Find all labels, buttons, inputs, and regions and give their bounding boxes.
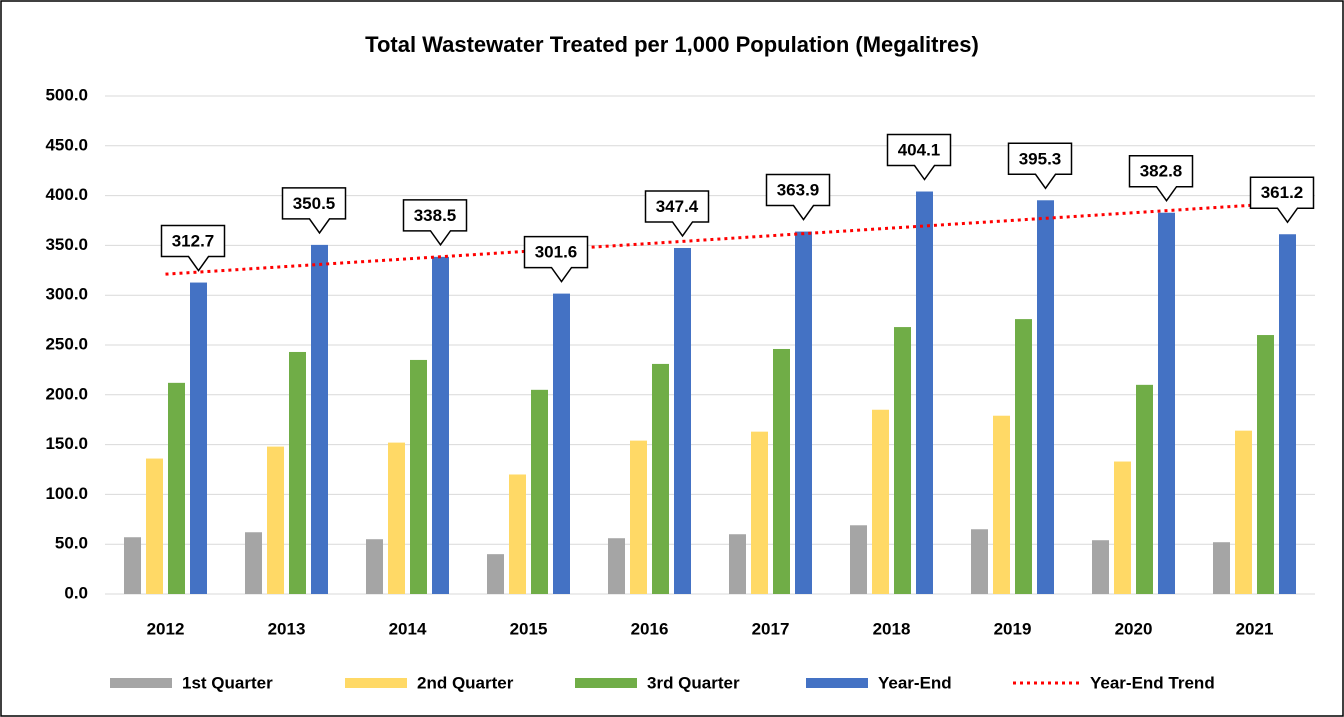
- bar: [311, 244, 328, 595]
- callout: [886, 133, 952, 181]
- bar: [487, 554, 504, 594]
- x-tick-label: 2019: [994, 619, 1032, 638]
- bar: [1037, 200, 1054, 595]
- bar: [1136, 384, 1153, 594]
- data-label: 312.7: [172, 232, 215, 251]
- bar: [608, 538, 625, 594]
- legend-swatch: [806, 678, 868, 688]
- x-tick-label: 2020: [1115, 619, 1153, 638]
- bar: [432, 256, 449, 594]
- y-tick-label: 350.0: [45, 235, 88, 254]
- x-tick-label: 2021: [1236, 619, 1274, 638]
- chart-title: Total Wastewater Treated per 1,000 Popul…: [365, 32, 979, 57]
- x-tick-label: 2015: [510, 619, 548, 638]
- bar: [993, 415, 1010, 594]
- x-tick-label: 2016: [631, 619, 669, 638]
- data-label: 382.8: [1140, 162, 1183, 181]
- x-tick-label: 2018: [873, 619, 911, 638]
- data-label: 395.3: [1019, 149, 1062, 168]
- bar: [850, 525, 867, 594]
- bar: [894, 327, 911, 594]
- data-label: 363.9: [777, 181, 820, 200]
- y-tick-label: 50.0: [55, 534, 88, 553]
- callout: [644, 190, 710, 238]
- legend-label: Year-End: [878, 673, 952, 692]
- bar: [1114, 461, 1131, 594]
- callout: [160, 224, 226, 272]
- bar: [773, 348, 790, 594]
- data-label: 350.5: [293, 194, 336, 213]
- bar: [916, 191, 933, 594]
- callout: [765, 173, 831, 221]
- bar: [388, 442, 405, 594]
- bar: [190, 282, 207, 594]
- callout: [1007, 142, 1073, 190]
- y-tick-label: 100.0: [45, 484, 88, 503]
- legend-label: 3rd Quarter: [647, 673, 740, 692]
- legend-swatch: [345, 678, 407, 688]
- y-tick-label: 500.0: [45, 85, 88, 104]
- callout: [1128, 154, 1194, 203]
- data-label: 347.4: [656, 197, 699, 216]
- bar: [410, 359, 427, 594]
- bar: [1213, 542, 1230, 594]
- data-label: 301.6: [535, 243, 578, 262]
- callout: [523, 235, 589, 283]
- bar: [124, 537, 141, 594]
- bar: [1279, 234, 1296, 594]
- bar: [1235, 430, 1252, 594]
- legend-label: 2nd Quarter: [417, 673, 514, 692]
- data-label: 338.5: [414, 206, 457, 225]
- callout: [281, 187, 347, 235]
- bar: [553, 293, 570, 594]
- bar: [366, 539, 383, 594]
- bar: [168, 382, 185, 594]
- legend-label: 1st Quarter: [182, 673, 273, 692]
- bar: [1015, 319, 1032, 594]
- x-tick-label: 2014: [389, 619, 427, 638]
- legend-swatch: [575, 678, 637, 688]
- bar: [531, 389, 548, 594]
- bar: [1257, 335, 1274, 594]
- x-tick-label: 2012: [147, 619, 185, 638]
- bar: [146, 458, 163, 594]
- bar: [1158, 212, 1175, 594]
- bar: [729, 534, 746, 594]
- y-tick-label: 300.0: [45, 285, 88, 304]
- bar: [509, 474, 526, 594]
- y-tick-label: 0.0: [64, 583, 88, 602]
- bar: [872, 409, 889, 594]
- x-tick-label: 2013: [268, 619, 306, 638]
- data-label: 361.2: [1261, 183, 1304, 202]
- y-tick-label: 150.0: [45, 434, 88, 453]
- bar: [245, 532, 262, 594]
- x-tick-label: 2017: [752, 619, 790, 638]
- bar: [751, 431, 768, 594]
- y-tick-label: 200.0: [45, 384, 88, 403]
- data-label: 404.1: [898, 141, 941, 160]
- bar: [795, 231, 812, 594]
- bar: [267, 446, 284, 594]
- bar: [971, 529, 988, 594]
- y-tick-label: 450.0: [45, 135, 88, 154]
- bar: [289, 351, 306, 594]
- bar: [630, 440, 647, 594]
- bar: [674, 247, 691, 594]
- legend-label: Year-End Trend: [1090, 673, 1215, 692]
- callout: [1249, 176, 1315, 224]
- callout: [402, 199, 468, 247]
- y-tick-label: 250.0: [45, 334, 88, 353]
- bar: [1092, 540, 1109, 594]
- bar: [652, 363, 669, 594]
- legend-swatch: [110, 678, 172, 688]
- y-tick-label: 400.0: [45, 185, 88, 204]
